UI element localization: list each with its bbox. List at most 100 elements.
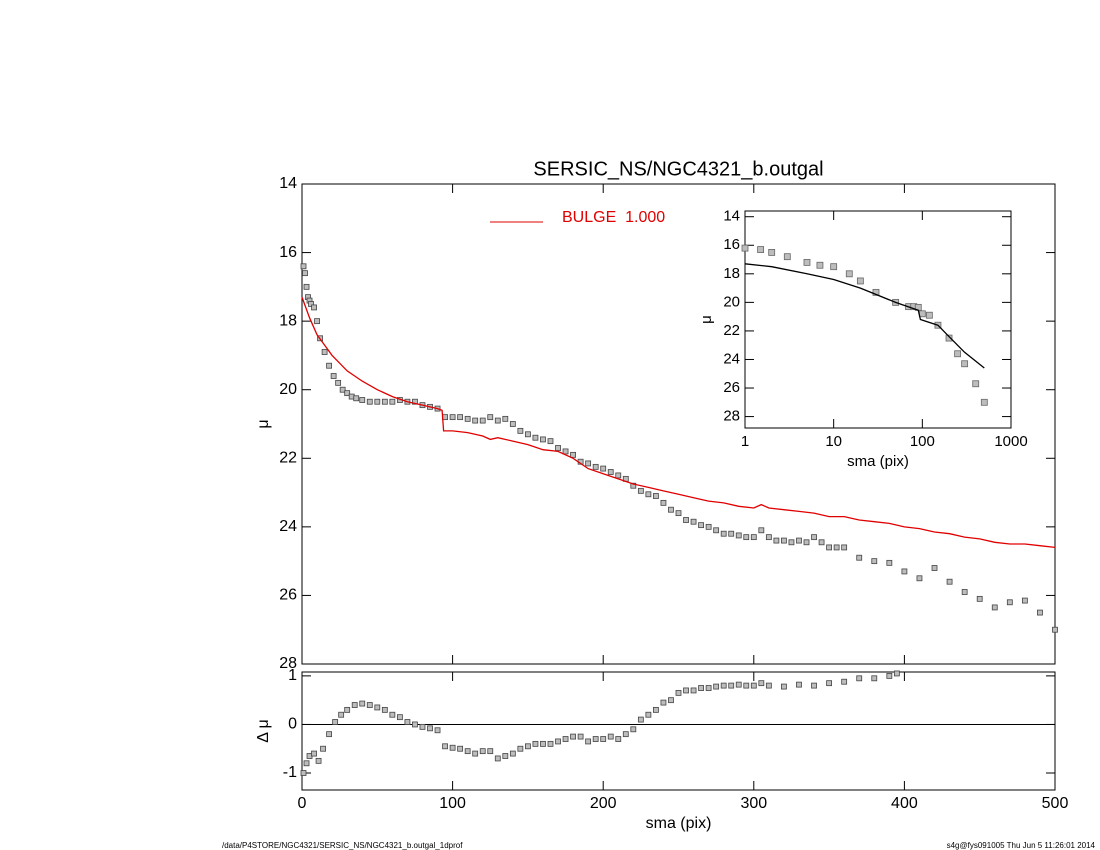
data-point (525, 743, 531, 750)
data-point (720, 530, 727, 537)
data-point (311, 304, 317, 311)
plot-frame (301, 671, 1056, 791)
x-tick-label: 500 (1042, 795, 1069, 812)
y-tick-label: 28 (279, 655, 297, 672)
data-point (690, 687, 697, 694)
data-point (540, 740, 546, 747)
footer-left: /data/P4STORE/NGC4321/SERSIC_NS/NGC4321_… (222, 841, 463, 850)
data-point (841, 544, 848, 551)
data-point (374, 398, 381, 405)
data-point (743, 534, 750, 541)
data-point (338, 711, 345, 718)
data-point (931, 565, 938, 571)
data-point (735, 681, 742, 688)
data-point (592, 736, 599, 742)
data-point (419, 723, 426, 730)
data-point (750, 682, 757, 689)
data-point (803, 258, 811, 266)
data-point (302, 270, 308, 277)
data-point (532, 434, 539, 441)
data-point (668, 506, 674, 513)
data-point (713, 527, 720, 534)
data-point (811, 534, 817, 541)
data-point (886, 559, 893, 566)
x-tick-label: 400 (891, 795, 918, 812)
data-point (449, 744, 456, 751)
data-point (600, 736, 607, 742)
data-point (427, 725, 433, 732)
data-point (562, 448, 569, 455)
data-point (856, 277, 864, 285)
data-point (374, 704, 381, 711)
data-point (871, 675, 878, 682)
data-point (547, 740, 554, 747)
data-point (412, 398, 418, 405)
data-point (816, 261, 824, 269)
data-point (645, 711, 652, 718)
data-point (871, 558, 878, 565)
data-point (366, 398, 373, 405)
data-point (585, 460, 592, 467)
data-point (796, 681, 802, 688)
data-point (555, 738, 561, 745)
data-point (961, 589, 968, 595)
data-point (396, 714, 403, 721)
x-tick-label: 200 (590, 795, 617, 812)
data-point (615, 736, 622, 742)
data-point (339, 386, 346, 393)
data-point (517, 745, 524, 752)
data-point (630, 482, 637, 489)
data-point (660, 499, 667, 506)
data-point (570, 451, 576, 458)
data-point (856, 675, 863, 682)
y-tick-label: 24 (723, 350, 740, 367)
x-tick-label: 0 (298, 795, 307, 812)
data-point (434, 727, 441, 734)
data-point (585, 738, 592, 745)
data-point (705, 523, 712, 530)
data-point (690, 518, 697, 525)
data-point (893, 670, 900, 677)
data-point (841, 678, 848, 685)
data-point (758, 527, 765, 534)
data-point (773, 537, 780, 544)
data-point (833, 544, 840, 551)
data-point (332, 719, 339, 725)
data-point (683, 517, 689, 523)
data-point (472, 750, 479, 757)
y-tick-label: 16 (723, 236, 740, 253)
x-tick-label: 300 (740, 795, 767, 812)
data-point (741, 244, 749, 252)
model-line (301, 296, 1056, 549)
data-point (487, 748, 494, 755)
y-tick-label: 18 (279, 312, 297, 329)
data-point (976, 595, 983, 602)
data-point (637, 716, 644, 723)
data-point (713, 683, 720, 690)
data-point (698, 522, 704, 529)
data-point (675, 689, 682, 696)
data-point (980, 398, 988, 406)
data-point (916, 575, 923, 582)
data-point (555, 445, 561, 451)
x-tick-label: 100 (910, 433, 935, 450)
data-point (783, 253, 791, 261)
y-axis-label: μ (255, 419, 272, 428)
data-point (494, 417, 501, 424)
data-point (735, 532, 742, 539)
data-point (945, 334, 953, 342)
data-point (826, 544, 832, 551)
data-point (796, 537, 802, 544)
data-point (487, 414, 494, 421)
data-point (592, 463, 599, 470)
data-point (326, 362, 333, 369)
y-tick-label: 22 (279, 450, 297, 467)
x-axis-label: sma (pix) (646, 815, 712, 832)
data-point (359, 397, 366, 403)
data-point (494, 755, 501, 762)
data-point (311, 750, 317, 757)
data-point (442, 743, 448, 750)
data-point (540, 436, 546, 443)
data-point (308, 301, 314, 307)
